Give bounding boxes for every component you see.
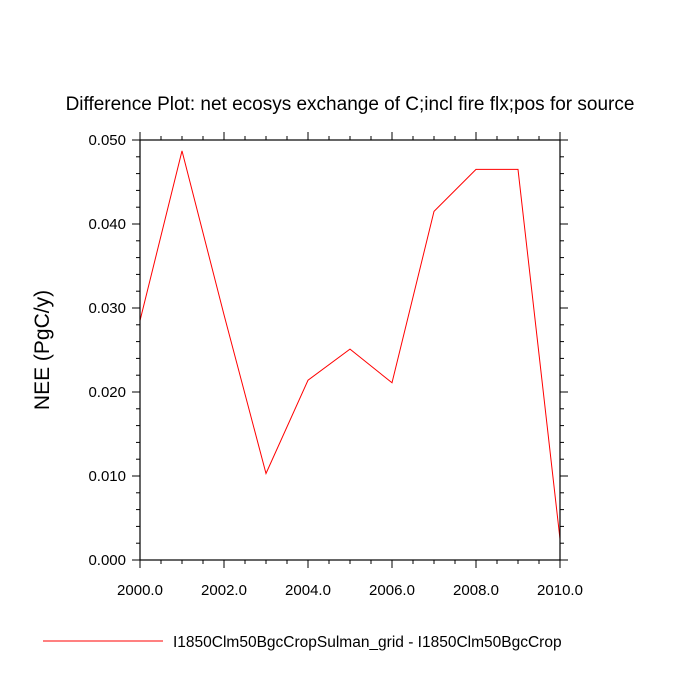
series-layer xyxy=(139,150,561,540)
x-tick-label: 2006.0 xyxy=(369,582,415,599)
plot-frame xyxy=(139,139,561,561)
chart-title: Difference Plot: net ecosys exchange of … xyxy=(66,94,635,115)
x-tick-label: 2008.0 xyxy=(453,582,499,599)
y-tick-label: 0.030 xyxy=(88,300,126,317)
y-tick-label: 0.050 xyxy=(88,132,126,149)
y-tick-label: 0.000 xyxy=(88,552,126,569)
y-tick-label: 0.020 xyxy=(88,384,126,401)
y-tick-label: 0.010 xyxy=(88,468,126,485)
x-tick-label: 2004.0 xyxy=(285,582,331,599)
legend-label: I1850Clm50BgcCropSulman_grid - I1850Clm5… xyxy=(173,634,562,651)
x-tick-label: 2002.0 xyxy=(201,582,247,599)
x-tick-label: 2000.0 xyxy=(117,582,163,599)
series-line xyxy=(139,150,561,540)
legend: I1850Clm50BgcCropSulman_grid - I1850Clm5… xyxy=(43,634,562,651)
y-tick-label: 0.040 xyxy=(88,216,126,233)
y-axis-label: NEE (PgC/y) xyxy=(31,290,54,410)
x-tick-label: 2010.0 xyxy=(537,582,583,599)
axis-ticks xyxy=(132,132,568,568)
tick-labels: 2000.0 2002.0 2004.0 2006.0 2008.0 2010.0 0.00… xyxy=(88,132,582,599)
